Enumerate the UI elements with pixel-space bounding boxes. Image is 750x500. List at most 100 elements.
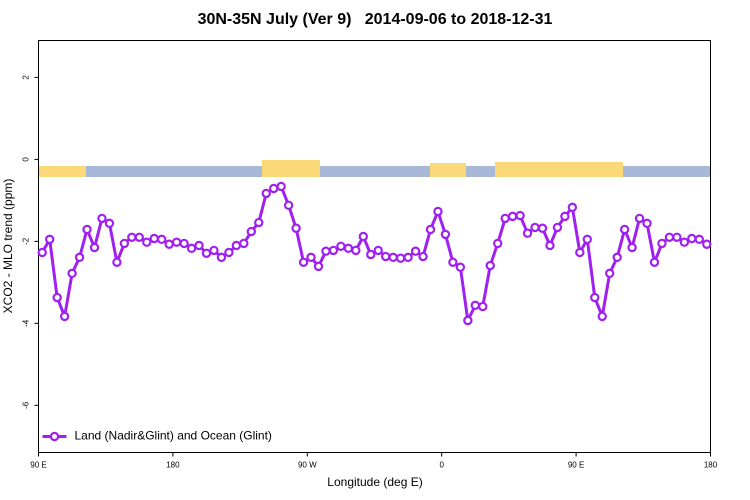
- data-point: [104, 218, 115, 229]
- data-point: [45, 234, 55, 245]
- data-point: [590, 292, 600, 303]
- data-point: [142, 237, 152, 247]
- data-point: [59, 311, 70, 322]
- data-point: [507, 211, 518, 222]
- data-point: [373, 245, 383, 256]
- data-point: [67, 268, 77, 279]
- data-point: [582, 234, 593, 245]
- data-point: [74, 252, 85, 263]
- data-point: [216, 252, 227, 263]
- data-point: [246, 226, 256, 237]
- data-point: [112, 257, 122, 267]
- data-point: [97, 213, 107, 224]
- land-ocean-band: [39, 160, 710, 177]
- data-point: [82, 224, 92, 235]
- data-point: [134, 232, 144, 242]
- data-point: [493, 238, 503, 249]
- data-point: [209, 245, 219, 256]
- data-point: [366, 249, 376, 260]
- data-point: [605, 268, 615, 279]
- data-point: [388, 252, 398, 263]
- data-point: [597, 311, 607, 322]
- data-point: [470, 300, 480, 311]
- data-point: [395, 253, 406, 263]
- data-point: [687, 233, 697, 244]
- data-point: [634, 213, 645, 224]
- data-point: [351, 245, 361, 256]
- data-point: [328, 245, 339, 256]
- data-point: [119, 238, 130, 249]
- data-point: [261, 188, 271, 199]
- data-point: [89, 242, 100, 253]
- y-tick-label: -6: [22, 401, 31, 409]
- data-point: [186, 243, 197, 254]
- data-point: [672, 232, 682, 242]
- data-point: [313, 261, 324, 272]
- x-tick-label: 0: [439, 461, 444, 470]
- data-point: [515, 210, 525, 221]
- data-point: [679, 237, 690, 247]
- data-point: [664, 232, 675, 242]
- data-point: [455, 262, 466, 272]
- data-point: [619, 224, 630, 235]
- data-point: [306, 252, 316, 263]
- data-point: [37, 247, 47, 258]
- x-tick-label: 90 E: [568, 461, 584, 470]
- data-point: [500, 213, 510, 224]
- data-point: [381, 251, 391, 262]
- data-point: [649, 257, 660, 267]
- data-point: [201, 248, 212, 258]
- y-axis-label: XCO2 - MLO trend (ppm): [1, 179, 15, 314]
- data-point: [410, 246, 421, 256]
- data-point: [545, 240, 555, 251]
- data-point: [52, 292, 62, 303]
- data-point: [448, 257, 458, 267]
- data-point: [478, 301, 488, 312]
- y-tick-label: 2: [22, 75, 31, 80]
- data-point: [179, 238, 189, 249]
- data-point: [254, 217, 264, 228]
- data-point: [612, 252, 622, 263]
- data-point: [537, 223, 548, 233]
- data-point: [358, 231, 368, 242]
- data-point: [530, 222, 540, 233]
- data-point: [485, 260, 495, 271]
- y-tick-label: 0: [22, 157, 31, 162]
- data-point: [269, 183, 279, 194]
- x-tick-label: 180: [704, 461, 718, 470]
- data-point: [627, 242, 637, 253]
- x-tick-label: 90 W: [298, 461, 317, 470]
- data-point: [440, 229, 451, 240]
- data-point: [425, 224, 436, 235]
- data-point: [575, 247, 585, 258]
- x-tick-label: 180: [166, 461, 180, 470]
- data-point: [694, 234, 705, 245]
- data-point: [702, 239, 712, 249]
- data-point: [231, 240, 242, 251]
- data-point: [164, 239, 174, 249]
- data-point: [156, 234, 167, 245]
- data-point: [194, 240, 204, 251]
- data-point: [418, 251, 428, 262]
- legend-marker: [49, 431, 60, 442]
- y-tick-label: -4: [22, 319, 31, 327]
- plot-frame: [38, 40, 711, 453]
- data-point: [560, 211, 570, 222]
- data-point: [433, 206, 443, 217]
- data-point: [127, 232, 137, 242]
- data-point: [149, 233, 159, 244]
- data-point: [552, 222, 563, 233]
- data-point: [171, 237, 182, 247]
- data-point: [657, 238, 667, 249]
- x-tick-label: 90 E: [30, 461, 46, 470]
- data-point: [224, 247, 234, 258]
- x-axis-label: Longitude (deg E): [327, 475, 422, 489]
- data-point: [642, 218, 652, 229]
- data-point: [283, 200, 294, 210]
- data-point: [403, 252, 413, 263]
- data-point: [336, 241, 346, 251]
- data-point: [343, 243, 354, 254]
- data-point: [567, 202, 578, 213]
- legend-label: Land (Nadir&Glint) and Ocean (Glint): [75, 429, 272, 443]
